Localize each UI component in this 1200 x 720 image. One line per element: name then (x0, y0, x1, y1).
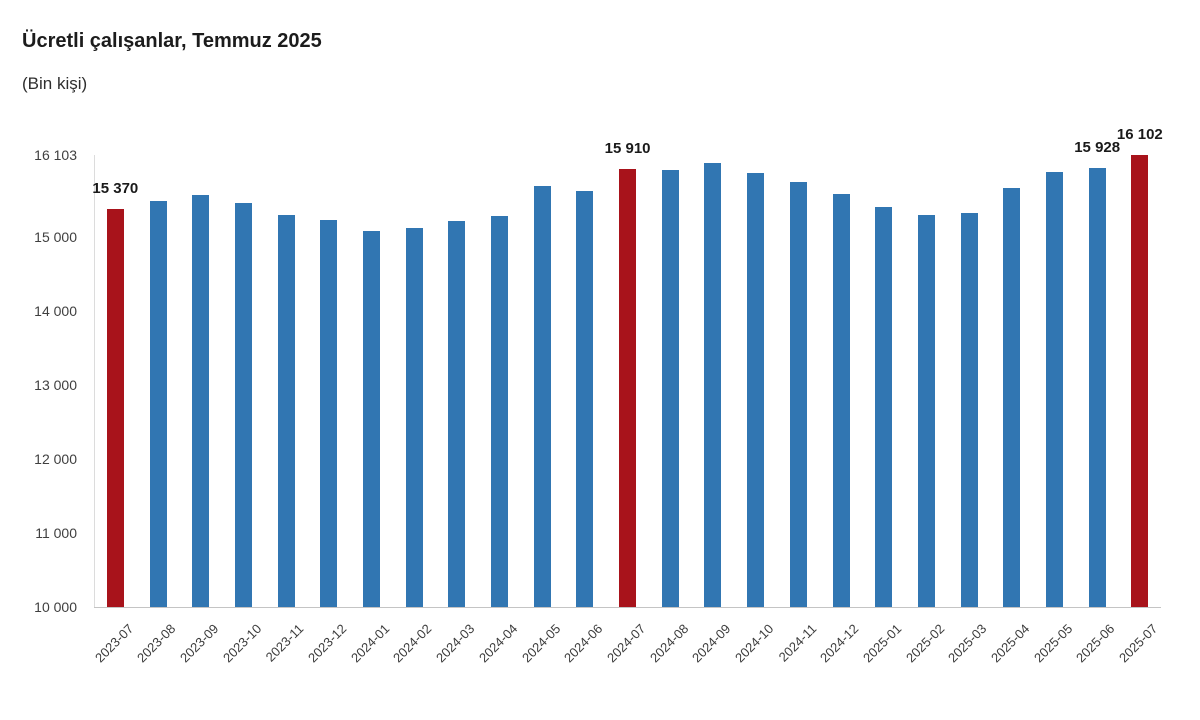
x-tick-label-2023-10: 2023-10 (219, 621, 265, 666)
bar-2023-10 (234, 203, 252, 607)
bar-2024-05 (533, 185, 551, 607)
y-tick-label: 10 000 (34, 599, 77, 615)
bar-slot-2025-04: 2025-04 (988, 155, 1033, 665)
data-label-2025-07: 16 102 (1116, 126, 1163, 144)
plot-area: 15 370 2023-07 2023-08 2023-09 2023-10 2023-1… (92, 127, 1163, 665)
bar-slot-2025-01: 2025-01 (860, 155, 905, 665)
bar-2025-02 (917, 215, 935, 607)
bar-slot-2024-08: 2024-08 (647, 155, 692, 665)
bar-slot-2024-09: 2024-09 (689, 155, 735, 665)
bar-slot-2025-07: 16 102 2025-07 (1116, 127, 1163, 665)
bar-2024-12 (832, 194, 850, 607)
x-tick-label-2023-07: 2023-07 (91, 621, 136, 666)
bar-slot-2023-11: 2023-11 (263, 155, 308, 665)
x-tick-label-2024-09: 2024-09 (689, 621, 734, 666)
bar-slot-2025-06: 15 928 2025-06 (1073, 140, 1120, 665)
bar-slot-2023-08: 2023-08 (134, 155, 180, 665)
x-tick-label-2024-08: 2024-08 (646, 621, 691, 666)
x-tick-label-2024-04: 2024-04 (475, 621, 521, 666)
bar-slot-2023-12: 2023-12 (305, 155, 350, 665)
bar-2024-06 (576, 190, 594, 607)
bar-slot-2025-02: 2025-02 (903, 155, 948, 665)
bar-2024-02 (405, 227, 423, 607)
bar-2024-11 (789, 181, 807, 607)
x-tick-label-2025-01: 2025-01 (859, 621, 905, 666)
bar-slot-2024-06: 2024-06 (561, 155, 607, 665)
bar-slot-2024-03: 2024-03 (433, 155, 479, 665)
x-tick-label-2024-03: 2024-03 (433, 621, 478, 666)
bar-2023-12 (320, 220, 338, 607)
bar-slot-2023-07: 15 370 2023-07 (92, 155, 139, 665)
bar-2025-06 (1088, 168, 1106, 607)
bar-2024-08 (661, 170, 679, 607)
bar-2024-09 (704, 163, 722, 607)
data-label-2025-06: 15 928 (1074, 139, 1121, 156)
x-tick-label-2024-06: 2024-06 (561, 621, 606, 666)
bar-slot-2024-10: 2024-10 (732, 155, 777, 665)
bar-2024-01 (362, 231, 380, 607)
y-tick-label: 12 000 (34, 450, 77, 467)
x-tick-label-2023-11: 2023-11 (263, 621, 307, 665)
y-axis-line (94, 155, 95, 607)
data-label-2024-07: 15 910 (604, 140, 651, 158)
x-tick-label-2025-04: 2025-04 (988, 621, 1033, 666)
chart-subtitle: (Bin kişi) (22, 74, 88, 93)
bar-slot-2024-01: 2024-01 (348, 155, 393, 665)
bar-2024-07 (619, 169, 637, 607)
bar-2024-10 (747, 173, 765, 607)
data-label-2023-07: 15 370 (92, 180, 139, 198)
x-tick-label-2024-12: 2024-12 (817, 621, 862, 666)
bar-slot-2025-03: 2025-03 (945, 155, 991, 665)
x-tick-label-2025-07: 2025-07 (1116, 621, 1161, 666)
bar-slot-2024-04: 2024-04 (476, 155, 521, 665)
x-tick-label-2024-01: 2024-01 (347, 621, 393, 666)
bar-slot-2024-12: 2024-12 (817, 155, 863, 665)
x-tick-label-2023-09: 2023-09 (176, 621, 222, 666)
bar-2023-11 (277, 214, 295, 607)
x-tick-label-2025-05: 2025-05 (1030, 621, 1076, 666)
y-axis: 16 103 15 000 14 000 13 000 12 000 11 000 10 0… (0, 147, 77, 615)
bar-2024-03 (448, 221, 466, 607)
bar-2024-04 (491, 216, 509, 607)
x-tick-label-2023-12: 2023-12 (305, 621, 350, 666)
x-tick-label-2025-02: 2025-02 (902, 621, 948, 666)
y-tick-label: 16 103 (34, 147, 77, 163)
y-tick-label: 15 000 (34, 228, 77, 245)
bar-slot-2024-11: 2024-11 (775, 155, 820, 665)
bar-2025-04 (1003, 188, 1021, 607)
x-tick-label-2023-08: 2023-08 (134, 621, 179, 666)
x-tick-label-2024-11: 2024-11 (775, 621, 819, 665)
bar-2025-01 (875, 207, 893, 607)
bar-slot-2025-05: 2025-05 (1031, 155, 1076, 665)
x-tick-label-2024-05: 2024-05 (518, 621, 563, 666)
x-axis-line (94, 607, 1161, 608)
bar-2023-08 (149, 201, 167, 607)
bar-slot-2024-02: 2024-02 (390, 155, 436, 665)
bar-2023-07 (106, 209, 124, 607)
bar-slot-2024-07: 15 910 2024-07 (604, 141, 651, 665)
bar-2023-09 (192, 195, 210, 607)
x-tick-label-2024-07: 2024-07 (603, 621, 649, 666)
x-tick-label-2024-02: 2024-02 (390, 621, 435, 666)
x-tick-label-2025-06: 2025-06 (1073, 621, 1118, 666)
chart-title: Ücretli çalışanlar, Temmuz 2025 (22, 30, 322, 52)
x-tick-label-2025-03: 2025-03 (945, 621, 990, 666)
x-tick-label-2024-10: 2024-10 (731, 621, 777, 666)
bar-slot-2023-10: 2023-10 (220, 155, 265, 665)
y-tick-label: 14 000 (34, 302, 77, 319)
bar-slot-2023-09: 2023-09 (177, 155, 222, 665)
bar-2025-05 (1045, 171, 1063, 607)
bar-slot-2024-05: 2024-05 (518, 155, 564, 665)
y-tick-label: 11 000 (35, 524, 77, 541)
bar-2025-07 (1131, 155, 1149, 607)
y-tick-label: 13 000 (34, 376, 77, 393)
bar-2025-03 (960, 213, 978, 607)
bar-series: 15 370 2023-07 2023-08 2023-09 2023-10 2023-1… (92, 127, 1163, 665)
